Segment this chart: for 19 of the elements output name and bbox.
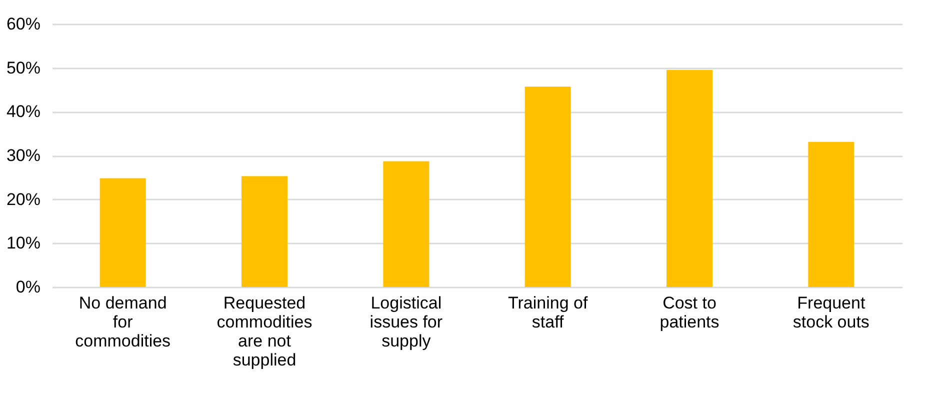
y-tick-label: 60% [6,14,40,34]
y-tick-label: 20% [6,190,40,209]
y-tick-label: 10% [6,234,40,253]
bar [808,142,854,287]
x-tick-label: Cost to patients [660,294,720,332]
bar [666,70,712,287]
y-tick-label: 50% [6,58,40,78]
y-tick-label: 0% [16,278,40,296]
bar [524,86,571,287]
bar [242,176,288,287]
y-tick-label: 30% [6,146,40,165]
x-tick-label: Logistical issues for supply [370,294,443,350]
x-tick-label: Requested commodities are not supplied [216,294,312,370]
x-tick-label: Frequent stock outs [792,294,870,332]
x-tick-label: No demand for commodities [75,294,171,350]
bar [100,178,146,287]
bar [383,161,430,287]
y-tick-label: 40% [6,102,40,122]
x-tick-label: Training of staff [508,294,588,332]
